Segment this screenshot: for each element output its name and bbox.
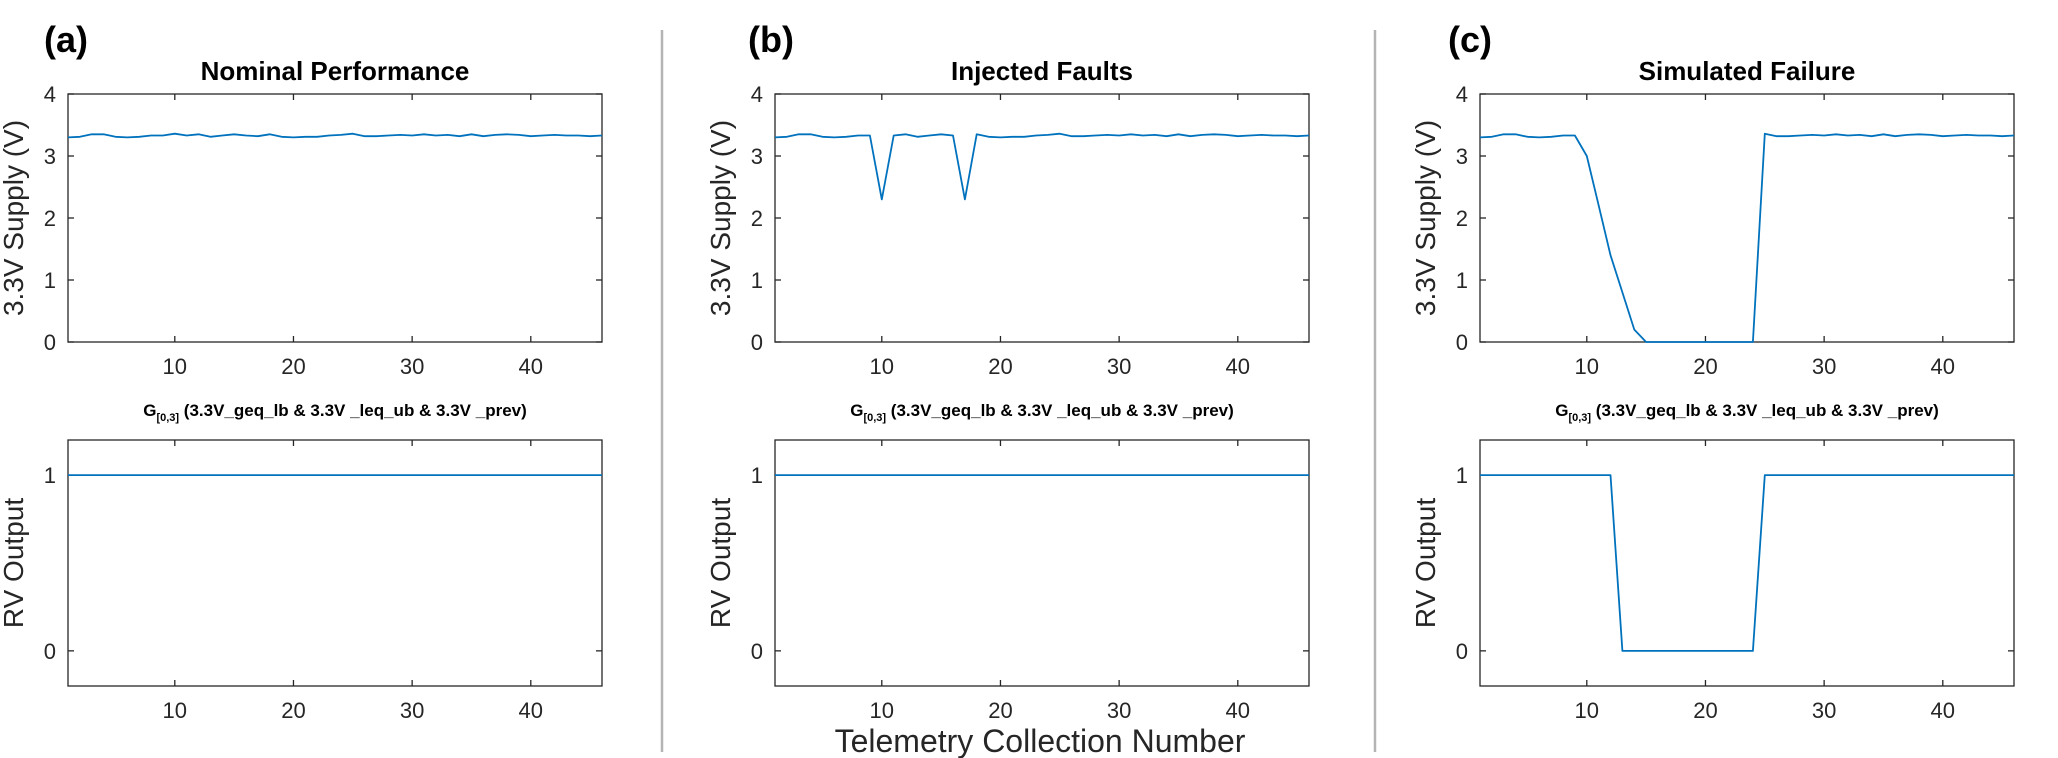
formula-operator: G	[1555, 401, 1568, 420]
chart-a-supply: 10 20 30 40 0 1 2 3 4 3.3V Supply (V) Nominal Perf…	[0, 56, 603, 379]
y-tick-label: 0	[751, 639, 763, 664]
axes-frame	[774, 93, 1310, 343]
series-line	[1480, 474, 2014, 652]
y-tick-label: 3	[1456, 144, 1468, 169]
y-tick-label: 0	[1456, 330, 1468, 355]
series-line	[67, 132, 603, 139]
rv-formula-title: G[0,3] (3.3V_geq_lb & 3.3V _leq_ub & 3.3…	[850, 401, 1234, 424]
y-tick-label: 0	[1456, 639, 1468, 664]
y-tick-label: 0	[44, 639, 56, 664]
x-axis-label: Telemetry Collection Number	[835, 723, 1246, 758]
y-tick-label: 1	[44, 463, 56, 488]
y-tick-label: 2	[1456, 206, 1468, 231]
panel-title: Injected Faults	[951, 56, 1133, 86]
y-axis-label: 3.3V Supply (V)	[1410, 120, 1441, 316]
x-tick-label: 20	[988, 354, 1012, 379]
x-tick-label: 40	[1226, 354, 1250, 379]
axes-frame	[67, 439, 603, 687]
y-tick-label: 4	[751, 82, 763, 107]
y-tick-label: 0	[751, 330, 763, 355]
panel-title: Simulated Failure	[1639, 56, 1856, 86]
x-tick-label: 10	[1575, 698, 1599, 723]
panel-letter-a: (a)	[44, 19, 88, 60]
y-tick-label: 0	[44, 330, 56, 355]
formula-operator: G	[850, 401, 863, 420]
y-axis-label: RV Output	[1410, 498, 1441, 628]
y-axis-label: 3.3V Supply (V)	[705, 120, 736, 316]
axes-frame	[67, 93, 603, 343]
chart-b-rv-output: 10 20 30 40 0 1 RV Output G[0,3] (3.3V_geq_lb &…	[705, 401, 1310, 723]
y-tick-label: 1	[751, 268, 763, 293]
x-tick-label: 20	[1693, 698, 1717, 723]
chart-c-rv-output: 10 20 30 40 0 1 RV Output G[0,3] (3.3V_geq_lb &…	[1410, 401, 2015, 723]
formula-body: (3.3V_geq_lb & 3.3V _leq_ub & 3.3V _prev…	[179, 401, 527, 420]
y-tick-label: 2	[44, 206, 56, 231]
x-tick-label: 40	[1931, 698, 1955, 723]
y-tick-label: 1	[751, 463, 763, 488]
x-tick-label: 40	[519, 698, 543, 723]
formula-body: (3.3V_geq_lb & 3.3V _leq_ub & 3.3V _prev…	[886, 401, 1234, 420]
axes-frame	[774, 439, 1310, 687]
y-tick-label: 1	[1456, 463, 1468, 488]
x-tick-label: 30	[400, 354, 424, 379]
y-axis-label: RV Output	[0, 498, 29, 628]
x-tick-label: 40	[519, 354, 543, 379]
y-tick-label: 3	[751, 144, 763, 169]
x-tick-label: 40	[1931, 354, 1955, 379]
formula-body: (3.3V_geq_lb & 3.3V _leq_ub & 3.3V _prev…	[1591, 401, 1939, 420]
y-tick-label: 1	[44, 268, 56, 293]
x-tick-label: 10	[163, 354, 187, 379]
panel-title: Nominal Performance	[201, 56, 470, 86]
x-tick-label: 30	[1107, 698, 1131, 723]
x-tick-label: 10	[870, 354, 894, 379]
x-tick-label: 30	[1812, 698, 1836, 723]
y-tick-label: 1	[1456, 268, 1468, 293]
x-tick-label: 20	[281, 354, 305, 379]
y-tick-label: 4	[44, 82, 56, 107]
formula-subscript: [0,3]	[863, 412, 886, 424]
panel-letter-b: (b)	[748, 19, 794, 60]
chart-a-rv-output: 10 20 30 40 0 1 RV Output G[0,3] (3.3V_geq_lb &…	[0, 401, 603, 723]
x-tick-label: 20	[281, 698, 305, 723]
y-tick-label: 3	[44, 144, 56, 169]
y-axis-label: 3.3V Supply (V)	[0, 120, 29, 316]
formula-operator: G	[143, 401, 156, 420]
y-tick-label: 2	[751, 206, 763, 231]
x-tick-label: 30	[400, 698, 424, 723]
series-line	[1479, 132, 2015, 343]
formula-subscript: [0,3]	[1568, 412, 1591, 424]
x-tick-label: 10	[870, 698, 894, 723]
rv-formula-title: G[0,3] (3.3V_geq_lb & 3.3V _leq_ub & 3.3…	[143, 401, 527, 424]
chart-b-supply: 10 20 30 40 0 1 2 3 4 3.3V Supply (V) Injected Fau…	[705, 56, 1310, 379]
x-tick-label: 30	[1107, 354, 1131, 379]
x-tick-label: 10	[163, 698, 187, 723]
axes-frame	[1479, 439, 2015, 687]
x-tick-label: 20	[1693, 354, 1717, 379]
rv-formula-title: G[0,3] (3.3V_geq_lb & 3.3V _leq_ub & 3.3…	[1555, 401, 1939, 424]
series-line	[774, 132, 1310, 201]
y-axis-label: RV Output	[705, 498, 736, 628]
y-tick-label: 4	[1456, 82, 1468, 107]
x-tick-label: 10	[1575, 354, 1599, 379]
formula-subscript: [0,3]	[156, 412, 179, 424]
axes-frame	[1479, 93, 2015, 343]
x-tick-label: 40	[1226, 698, 1250, 723]
x-tick-label: 30	[1812, 354, 1836, 379]
panel-letter-c: (c)	[1448, 19, 1492, 60]
x-tick-label: 20	[988, 698, 1012, 723]
chart-c-supply: 10 20 30 40 0 1 2 3 4 3.3V Supply (V) Simulated Fa…	[1410, 56, 2015, 379]
